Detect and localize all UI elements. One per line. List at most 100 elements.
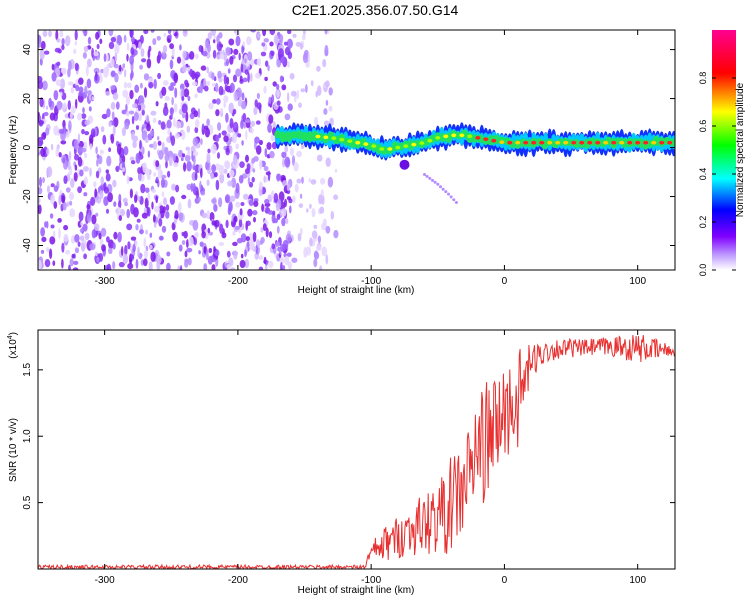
heatmap-cell xyxy=(284,145,289,153)
heatmap-cell xyxy=(181,153,186,158)
heatmap-ridge-core xyxy=(603,140,609,145)
heatmap-cell xyxy=(115,206,122,216)
heatmap-cell xyxy=(328,105,333,112)
heatmap-cell xyxy=(65,187,71,193)
heatmap-cell xyxy=(124,122,130,130)
heatmap-cell xyxy=(268,260,274,269)
heatmap-cell xyxy=(39,176,42,188)
heatmap-cell xyxy=(63,224,69,231)
heatmap-cell xyxy=(194,71,201,78)
heatmap-cell xyxy=(149,232,153,238)
heatmap-cell xyxy=(93,51,99,57)
heatmap-cell xyxy=(53,185,59,192)
heatmap-cell xyxy=(169,43,175,50)
heatmap-cell xyxy=(204,85,209,92)
heatmap-cell xyxy=(223,168,228,174)
heatmap-cell xyxy=(168,85,175,91)
heatmap-cell xyxy=(280,243,286,252)
heatmap-cell xyxy=(214,249,220,257)
snr-x-label: Height of straight line (km) xyxy=(298,585,415,596)
heatmap-cell xyxy=(255,72,261,79)
heatmap-cell xyxy=(313,258,318,268)
heatmap-cell xyxy=(226,58,229,67)
heatmap-cell xyxy=(56,100,63,111)
heatmap-cell xyxy=(235,143,240,150)
heatmap-cell xyxy=(293,162,299,172)
heatmap-cell xyxy=(245,236,250,242)
heatmap-cell xyxy=(186,239,189,248)
heatmap-ridge-inner xyxy=(300,131,309,142)
y-tick-label: 1.0 xyxy=(22,429,33,443)
heatmap-cell xyxy=(213,204,218,212)
heatmap-cell xyxy=(129,30,133,38)
heatmap-cell xyxy=(235,68,242,77)
heatmap-cell xyxy=(282,180,288,187)
heatmap-cell xyxy=(148,81,154,89)
heatmap-cell xyxy=(147,49,151,59)
heatmap-cell xyxy=(294,183,299,193)
heatmap-cell xyxy=(89,167,92,177)
heatmap-cell xyxy=(225,219,229,229)
heatmap-cell xyxy=(234,225,241,230)
heatmap-cell xyxy=(82,52,87,59)
heatmap-cell xyxy=(284,255,290,266)
heatmap-cell xyxy=(143,73,150,81)
heatmap-cell xyxy=(100,176,104,186)
heatmap-cell xyxy=(230,267,236,270)
heatmap-cell xyxy=(232,74,238,83)
heatmap-cell xyxy=(123,34,127,43)
heatmap-ridge-inner xyxy=(567,139,575,147)
heatmap-cell xyxy=(170,135,176,147)
heatmap-cell xyxy=(130,160,136,165)
heatmap-cell xyxy=(134,84,140,94)
heatmap-cell xyxy=(113,201,117,208)
snr-y-scale: (x104) xyxy=(7,332,19,359)
heatmap-cell xyxy=(232,132,237,144)
heatmap-ridge-core xyxy=(395,145,401,150)
heatmap-cell xyxy=(207,148,211,154)
heatmap-cell xyxy=(207,43,211,53)
heatmap-ridge-core xyxy=(571,140,577,145)
heatmap-cell xyxy=(81,113,87,119)
heatmap-cell xyxy=(239,259,246,269)
heatmap-cell xyxy=(186,247,193,253)
heatmap-cell xyxy=(194,232,199,238)
heatmap-cell xyxy=(325,254,329,265)
heatmap-cell xyxy=(247,51,253,61)
heatmap-cell xyxy=(298,102,302,108)
heatmap-cell xyxy=(189,51,195,60)
heatmap-cell xyxy=(257,32,261,39)
heatmap-cell xyxy=(200,191,206,196)
heatmap-branch-cell xyxy=(444,190,448,194)
heatmap-cell xyxy=(52,230,56,238)
heatmap-cell xyxy=(77,186,82,194)
heatmap-cell xyxy=(77,145,84,156)
heatmap-cell xyxy=(284,156,291,168)
x-tick-label: -300 xyxy=(95,276,115,287)
heatmap-branch-cell xyxy=(454,201,458,204)
heatmap-cell xyxy=(84,85,88,95)
heatmap-cell xyxy=(108,30,114,37)
heatmap-cell xyxy=(149,244,153,250)
heatmap-cell xyxy=(227,180,233,187)
colorbar-tick-label: 0.4 xyxy=(698,168,708,181)
heatmap-cell xyxy=(44,259,51,268)
colorbar: 0.0 0.2 0.4 0.6 0.8 Normalized spectral ampl… xyxy=(698,30,746,276)
heatmap-cell xyxy=(161,191,165,198)
heatmap-cell xyxy=(118,200,122,209)
heatmap-cell xyxy=(207,32,212,40)
heatmap-cell xyxy=(275,202,280,212)
heatmap-cell xyxy=(133,112,139,121)
heatmap-cell xyxy=(108,147,111,152)
heatmap-cell xyxy=(258,181,263,190)
heatmap-cell xyxy=(73,48,77,55)
heatmap-cell xyxy=(282,157,285,168)
heatmap-cell xyxy=(215,109,220,117)
heatmap-cell xyxy=(45,247,50,253)
heatmap-cell xyxy=(207,227,211,234)
heatmap-cell xyxy=(265,176,269,183)
heatmap-cell xyxy=(171,46,175,58)
heatmap-cell xyxy=(284,113,291,121)
heatmap-branch-cell xyxy=(452,198,456,202)
heatmap-cell xyxy=(108,41,115,50)
